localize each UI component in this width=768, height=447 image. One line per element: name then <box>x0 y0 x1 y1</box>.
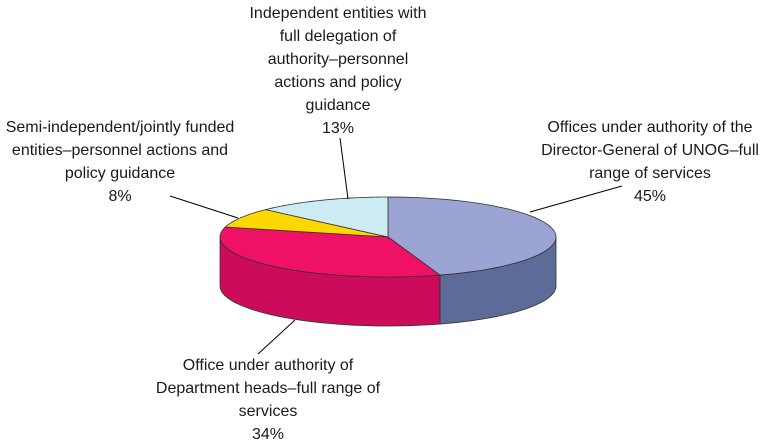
pie-slice <box>265 196 389 238</box>
value-label: 45% <box>633 188 667 205</box>
value-label: 34% <box>251 426 285 443</box>
leader-line <box>169 195 239 219</box>
leader-line <box>257 319 296 355</box>
slice-label: Offices under authority of the Director-… <box>525 116 768 208</box>
category-label: Independent entities with full delegatio… <box>249 5 427 114</box>
value-label: 8% <box>108 188 132 205</box>
pie-slice <box>387 196 557 276</box>
value-label: 13% <box>321 120 355 137</box>
category-label: Offices under authority of the Director-… <box>541 119 759 182</box>
slice-label: Office under authority of Department hea… <box>148 354 388 446</box>
pie-slice <box>224 209 389 238</box>
leader-line <box>529 185 623 213</box>
category-label: Semi-independent/jointly funded entities… <box>5 119 235 182</box>
leader-line <box>339 137 349 200</box>
slice-label: Semi-independent/jointly funded entities… <box>5 116 235 208</box>
category-label: Office under authority of Department hea… <box>155 357 381 420</box>
slice-label: Independent entities with full delegatio… <box>246 2 431 140</box>
pie-slice <box>219 226 442 278</box>
